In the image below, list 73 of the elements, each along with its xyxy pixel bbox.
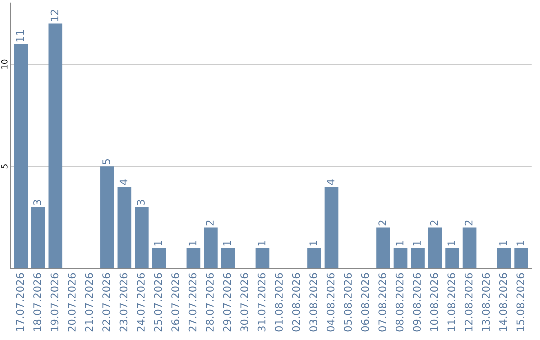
bar: [324, 187, 339, 269]
x-tick-label: 20.07.2026: [68, 273, 76, 332]
bar: [394, 248, 408, 269]
data-label: 3: [137, 200, 145, 206]
data-label: 1: [310, 241, 318, 246]
y-tick-label: 10: [1, 60, 8, 69]
data-label: 2: [378, 220, 386, 226]
data-label: 2: [464, 220, 473, 226]
data-label: 1: [396, 241, 404, 246]
bar: [100, 166, 114, 269]
bar: [462, 228, 477, 269]
bar: [446, 248, 460, 269]
data-label: 1: [448, 241, 456, 246]
bar: [308, 248, 322, 269]
x-tick-label: 27.07.2026: [188, 273, 197, 332]
bar: [514, 248, 528, 269]
data-label: 1: [154, 241, 162, 246]
x-tick-label: 13.08.2026: [482, 273, 490, 332]
bar: [256, 248, 270, 269]
bar: [428, 228, 442, 269]
bar: [14, 44, 28, 269]
x-tick-label: 06.08.2026: [361, 273, 370, 332]
x-tick-label: 03.08.2026: [310, 273, 318, 332]
x-tick-label: 24.07.2026: [137, 273, 145, 332]
x-tick-label: 10.08.2026: [430, 273, 438, 332]
data-label: 1: [223, 241, 232, 246]
data-label: 1: [413, 241, 421, 246]
x-tick-label: 01.08.2026: [275, 273, 283, 332]
data-label: 12: [50, 10, 59, 22]
x-tick-label: 05.08.2026: [344, 273, 352, 332]
x-tick-label: 19.07.2026: [50, 273, 59, 332]
data-label: 2: [206, 220, 214, 226]
x-tick-label: 31.07.2026: [258, 273, 266, 332]
x-tick-label: 07.08.2026: [378, 273, 387, 332]
data-label: 3: [34, 200, 42, 206]
x-tick-label: 28.07.2026: [206, 273, 214, 332]
x-tick-label: 15.08.2026: [516, 273, 525, 332]
data-label: 5: [102, 159, 110, 164]
bar: [32, 207, 46, 269]
data-label: 1: [258, 241, 266, 246]
x-tick-label: 26.07.2026: [172, 273, 180, 332]
bar: [221, 248, 236, 269]
bar: [411, 248, 425, 269]
bar: [376, 228, 390, 269]
x-tick-label: 02.08.2026: [292, 273, 300, 332]
x-tick-label: 30.07.2026: [240, 273, 248, 332]
x-tick-label: 21.07.2026: [85, 273, 94, 332]
bar: [497, 248, 512, 269]
x-tick-label: 22.07.2026: [102, 273, 110, 332]
x-tick-label: 23.07.2026: [120, 273, 128, 332]
data-label: 2: [430, 220, 438, 226]
x-tick-label: 14.08.2026: [499, 273, 508, 332]
data-label: 4: [327, 180, 335, 186]
data-label: 1: [500, 241, 508, 246]
x-tick-label: 12.08.2026: [464, 273, 473, 332]
x-tick-label: 29.07.2026: [223, 273, 232, 332]
bar: [204, 228, 218, 269]
data-label: 11: [16, 30, 24, 42]
x-tick-label: 04.08.2026: [326, 273, 335, 332]
data-label: 1: [516, 241, 524, 246]
bar: [152, 248, 166, 269]
x-tick-label: 25.07.2026: [154, 273, 162, 332]
bar: [135, 207, 149, 269]
data-label: 1: [188, 241, 197, 246]
x-tick-label: 18.07.2026: [34, 273, 42, 332]
x-tick-label: 09.08.2026: [413, 273, 422, 332]
data-label: 4: [120, 180, 128, 186]
bar: [186, 248, 201, 269]
x-tick-label: 11.08.2026: [448, 273, 456, 332]
bar: [118, 187, 132, 269]
x-tick-label: 08.08.2026: [396, 273, 404, 332]
x-tick-label: 17.07.2026: [16, 273, 24, 332]
bar: [48, 24, 63, 269]
